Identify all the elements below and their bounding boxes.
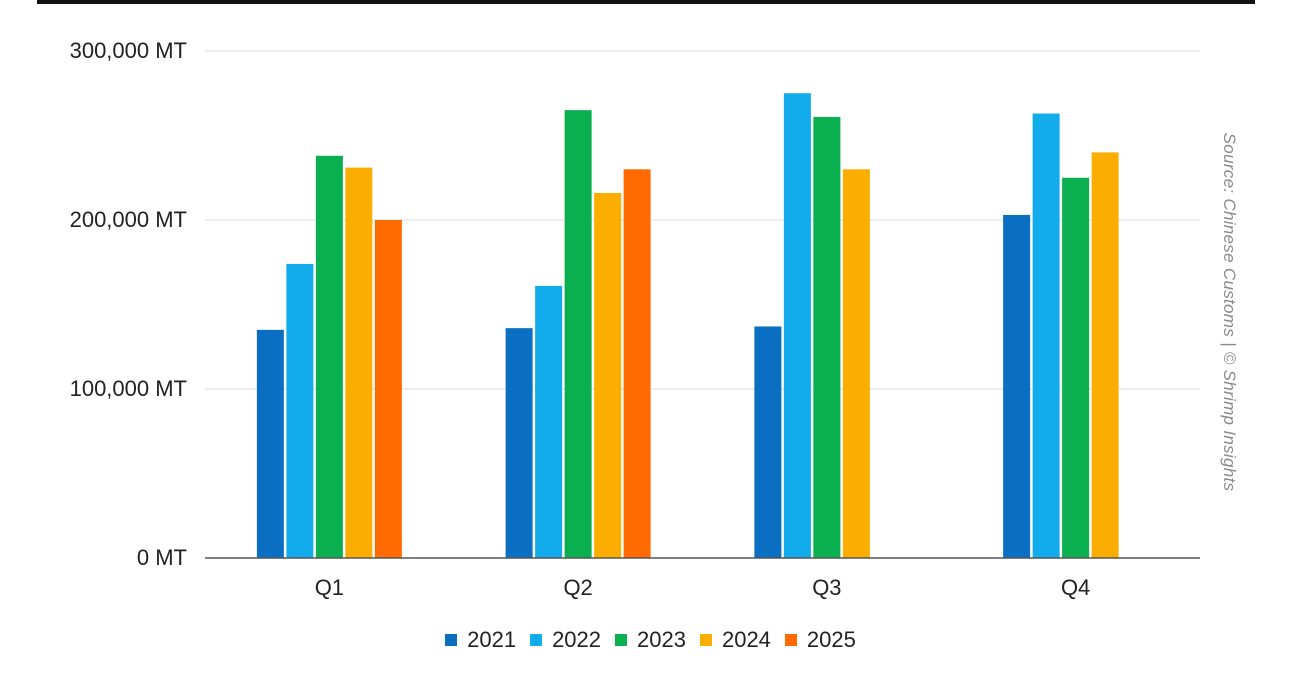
legend: 2021 2022 2023 2024 2025 <box>0 620 1301 660</box>
legend-item-2024: 2024 <box>699 627 771 653</box>
bars <box>256 93 1119 559</box>
bar-2024-q4 <box>1091 152 1119 558</box>
bar-2022-q2 <box>535 285 563 558</box>
legend-swatch <box>530 634 543 646</box>
bar-2021-q1 <box>256 329 284 558</box>
bar-2023-q1 <box>315 155 343 558</box>
y-axis-tick-labels: 0 MT 100,000 MT 200,000 MT 300,000 MT <box>70 38 187 570</box>
bar-2023-q4 <box>1062 177 1090 558</box>
bar-2022-q1 <box>286 263 314 558</box>
legend-item-2023: 2023 <box>615 627 686 653</box>
bar-2024-q3 <box>842 169 870 559</box>
legend-item-2021: 2021 <box>445 627 516 653</box>
y-tick-label: 0 MT <box>137 545 187 570</box>
legend-label: 2022 <box>552 627 602 652</box>
bar-2025-q1 <box>374 220 402 558</box>
legend-swatch <box>445 634 458 646</box>
bar-2022-q3 <box>783 93 811 558</box>
bar-2021-q2 <box>505 328 533 558</box>
legend-label: 2021 <box>467 627 517 652</box>
legend-swatch <box>615 634 628 646</box>
legend-swatch <box>699 634 712 646</box>
bar-2021-q3 <box>754 326 782 558</box>
legend-label: 2024 <box>721 627 771 652</box>
legend-label: 2025 <box>806 627 856 652</box>
bar-2022-q4 <box>1032 113 1060 558</box>
x-tick-label-q2: Q2 <box>563 575 592 600</box>
source-note-text: Source: Chinese Customs | © Shrimp Insig… <box>1220 132 1239 492</box>
bar-2024-q2 <box>594 192 622 558</box>
bar-2024-q1 <box>345 167 373 559</box>
legend-swatch <box>784 634 797 646</box>
x-axis-tick-labels: Q1 Q2 Q3 Q4 <box>315 575 1091 600</box>
bar-2023-q2 <box>564 110 592 559</box>
legend-item-2025: 2025 <box>784 627 856 653</box>
bar-2025-q2 <box>623 169 651 559</box>
legend-label: 2023 <box>637 627 686 652</box>
bar-2023-q3 <box>813 116 841 558</box>
y-tick-label: 100,000 MT <box>70 376 187 401</box>
x-tick-label-q4: Q4 <box>1061 575 1090 600</box>
x-tick-label-q3: Q3 <box>812 575 841 600</box>
x-tick-label-q1: Q1 <box>315 575 344 600</box>
y-tick-label: 200,000 MT <box>70 207 187 232</box>
bar-2021-q4 <box>1003 214 1031 558</box>
top-rule <box>37 0 1255 4</box>
legend-item-2022: 2022 <box>530 627 601 653</box>
y-tick-label: 300,000 MT <box>70 38 187 63</box>
